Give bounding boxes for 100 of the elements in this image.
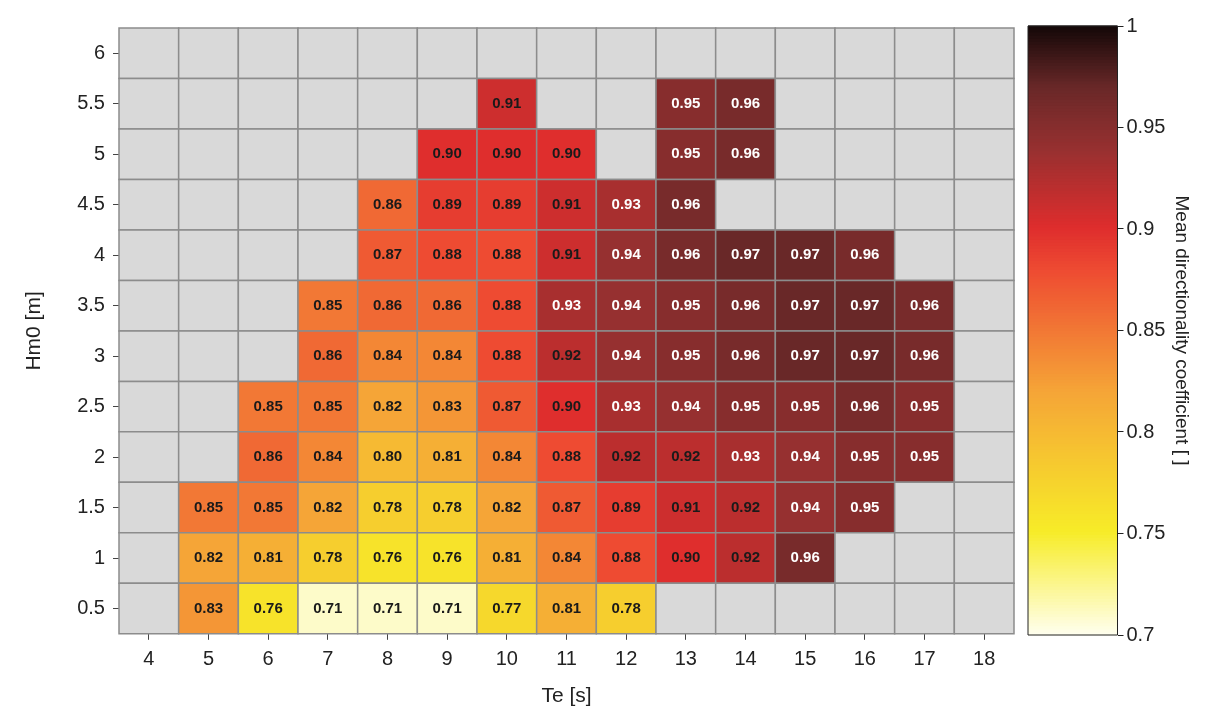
y-tick-label: 1 bbox=[93, 545, 105, 568]
x-tick-label: 18 bbox=[973, 647, 996, 670]
x-tick-label: 11 bbox=[556, 647, 577, 670]
data-label: 0.87 bbox=[551, 497, 582, 515]
y-tick-label: 4 bbox=[93, 242, 105, 265]
data-label: 0.81 bbox=[492, 548, 522, 566]
x-tick-label: 15 bbox=[794, 647, 817, 670]
data-label: 0.94 bbox=[611, 346, 642, 364]
color-bar-label: 1 bbox=[1126, 13, 1138, 36]
data-label: 0.97 bbox=[850, 295, 880, 313]
y-axis-title: Hm0 [m] bbox=[21, 291, 45, 371]
data-label: 0.95 bbox=[671, 295, 701, 313]
data-label: 0.78 bbox=[611, 598, 641, 616]
color-bar-label: 0.95 bbox=[1126, 115, 1166, 138]
y-tick-label: 5.5 bbox=[77, 91, 105, 114]
data-label: 0.87 bbox=[372, 245, 403, 263]
data-label: 0.95 bbox=[671, 346, 701, 364]
data-label: 0.94 bbox=[611, 245, 642, 263]
data-label: 0.96 bbox=[730, 144, 761, 162]
color-bar-label: 0.9 bbox=[1126, 216, 1155, 239]
x-tick-label: 9 bbox=[441, 647, 453, 670]
y-tick-label: 5 bbox=[93, 141, 105, 164]
data-label: 0.89 bbox=[492, 194, 522, 212]
data-label: 0.88 bbox=[432, 245, 462, 263]
y-tick-label: 6 bbox=[93, 40, 105, 63]
data-label: 0.90 bbox=[551, 396, 582, 414]
color-bar-label: 0.85 bbox=[1126, 318, 1166, 341]
data-label: 0.81 bbox=[551, 598, 582, 616]
color-bar-label: 0.7 bbox=[1126, 622, 1155, 645]
data-label: 0.89 bbox=[611, 497, 641, 515]
data-label: 0.91 bbox=[551, 194, 582, 212]
data-label: 0.87 bbox=[492, 396, 522, 414]
data-label: 0.86 bbox=[313, 346, 343, 364]
data-label: 0.93 bbox=[611, 396, 641, 414]
data-label: 0.97 bbox=[790, 346, 820, 364]
data-label: 0.85 bbox=[253, 497, 283, 515]
y-tick-label: 4.5 bbox=[77, 192, 105, 215]
data-label: 0.94 bbox=[790, 497, 821, 515]
data-label: 0.92 bbox=[730, 548, 761, 566]
x-tick-label: 6 bbox=[262, 647, 274, 670]
data-label: 0.97 bbox=[790, 295, 820, 313]
data-label: 0.90 bbox=[432, 144, 462, 162]
x-axis-title: Te [s] bbox=[541, 683, 592, 707]
data-label: 0.95 bbox=[850, 497, 880, 515]
data-label: 0.78 bbox=[432, 497, 462, 515]
data-label: 0.91 bbox=[551, 245, 582, 263]
data-label: 0.95 bbox=[730, 396, 761, 414]
data-label: 0.90 bbox=[551, 144, 582, 162]
x-tick-label: 17 bbox=[913, 647, 936, 670]
data-label: 0.88 bbox=[492, 245, 522, 263]
data-label: 0.84 bbox=[551, 548, 582, 566]
data-label: 0.86 bbox=[253, 447, 283, 465]
data-label: 0.84 bbox=[372, 346, 403, 364]
data-label: 0.85 bbox=[313, 396, 343, 414]
x-tick-label: 12 bbox=[615, 647, 638, 670]
data-label: 0.78 bbox=[372, 497, 403, 515]
x-tick-label: 5 bbox=[202, 647, 215, 670]
y-tick-label: 3.5 bbox=[77, 293, 105, 316]
data-label: 0.97 bbox=[850, 346, 880, 364]
data-label: 0.96 bbox=[730, 295, 761, 313]
data-label: 0.85 bbox=[253, 396, 283, 414]
data-label: 0.92 bbox=[611, 447, 641, 465]
data-label: 0.81 bbox=[253, 548, 283, 566]
data-label: 0.95 bbox=[790, 396, 820, 414]
x-tick-label: 7 bbox=[322, 647, 334, 670]
color-bar-label: 0.75 bbox=[1126, 521, 1166, 544]
data-label: 0.91 bbox=[671, 497, 701, 515]
data-label: 0.96 bbox=[850, 396, 880, 414]
data-label: 0.71 bbox=[432, 598, 462, 616]
data-label: 0.82 bbox=[193, 548, 224, 566]
data-label: 0.96 bbox=[850, 245, 880, 263]
y-tick-label: 1.5 bbox=[77, 495, 105, 518]
data-label: 0.84 bbox=[492, 447, 523, 465]
data-label: 0.93 bbox=[611, 194, 641, 212]
data-label: 0.80 bbox=[372, 447, 403, 465]
data-label: 0.76 bbox=[432, 548, 462, 566]
data-label: 0.96 bbox=[671, 245, 701, 263]
data-label: 0.78 bbox=[313, 548, 343, 566]
data-label: 0.89 bbox=[432, 194, 462, 212]
data-label: 0.81 bbox=[432, 447, 462, 465]
data-label: 0.85 bbox=[193, 497, 224, 515]
data-label: 0.86 bbox=[372, 295, 403, 313]
data-label: 0.92 bbox=[551, 346, 582, 364]
data-label: 0.93 bbox=[551, 295, 582, 313]
data-label: 0.82 bbox=[313, 497, 343, 515]
data-label: 0.96 bbox=[790, 548, 820, 566]
data-label: 0.96 bbox=[909, 295, 940, 313]
data-label: 0.86 bbox=[372, 194, 403, 212]
x-tick-label: 4 bbox=[143, 647, 155, 670]
data-label: 0.91 bbox=[492, 93, 522, 111]
data-label: 0.84 bbox=[432, 346, 463, 364]
y-tick-label: 2.5 bbox=[77, 394, 105, 417]
color-bar-label: 0.8 bbox=[1126, 419, 1155, 442]
data-label: 0.97 bbox=[790, 245, 820, 263]
data-label: 0.96 bbox=[730, 93, 761, 111]
data-label: 0.83 bbox=[432, 396, 462, 414]
data-label: 0.97 bbox=[730, 245, 761, 263]
x-tick-label: 13 bbox=[674, 647, 697, 670]
data-label: 0.94 bbox=[671, 396, 702, 414]
data-label: 0.86 bbox=[432, 295, 462, 313]
